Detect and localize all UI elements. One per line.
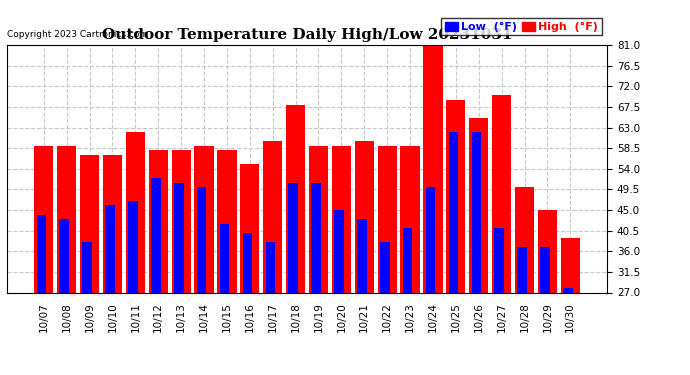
Bar (148, 150, 168, 375)
Bar (426, 187, 435, 375)
Bar (128, 201, 138, 375)
Bar (403, 228, 413, 375)
Bar (448, 132, 458, 375)
Bar (243, 233, 253, 375)
Bar (195, 146, 214, 375)
Bar (495, 228, 504, 375)
Bar (288, 183, 298, 375)
Bar (563, 288, 573, 375)
Bar (219, 224, 229, 375)
Bar (469, 118, 489, 375)
Bar (538, 210, 557, 375)
Bar (151, 178, 161, 375)
Bar (263, 141, 282, 375)
Bar (37, 214, 46, 375)
Bar (197, 187, 206, 375)
Bar (561, 237, 580, 375)
Bar (217, 150, 237, 375)
Bar (57, 146, 77, 375)
Bar (446, 100, 466, 375)
Text: Copyright 2023 Cartronics.com: Copyright 2023 Cartronics.com (7, 30, 148, 39)
Bar (174, 183, 184, 375)
Bar (82, 242, 92, 375)
Bar (172, 150, 190, 375)
Bar (515, 187, 534, 375)
Bar (59, 219, 69, 375)
Bar (357, 219, 366, 375)
Bar (471, 132, 481, 375)
Bar (355, 141, 374, 375)
Bar (106, 206, 115, 375)
Bar (126, 132, 145, 375)
Bar (309, 146, 328, 375)
Bar (103, 155, 122, 375)
Bar (240, 164, 259, 375)
Bar (80, 155, 99, 375)
Bar (400, 146, 420, 375)
Bar (518, 247, 527, 375)
Bar (424, 40, 442, 375)
Bar (334, 210, 344, 375)
Legend: Low  (°F), High  (°F): Low (°F), High (°F) (442, 18, 602, 36)
Bar (332, 146, 351, 375)
Bar (492, 95, 511, 375)
Bar (380, 242, 390, 375)
Bar (266, 242, 275, 375)
Bar (377, 146, 397, 375)
Title: Outdoor Temperature Daily High/Low 20231031: Outdoor Temperature Daily High/Low 20231… (101, 28, 513, 42)
Bar (540, 247, 550, 375)
Bar (286, 105, 305, 375)
Bar (34, 146, 53, 375)
Bar (311, 183, 321, 375)
